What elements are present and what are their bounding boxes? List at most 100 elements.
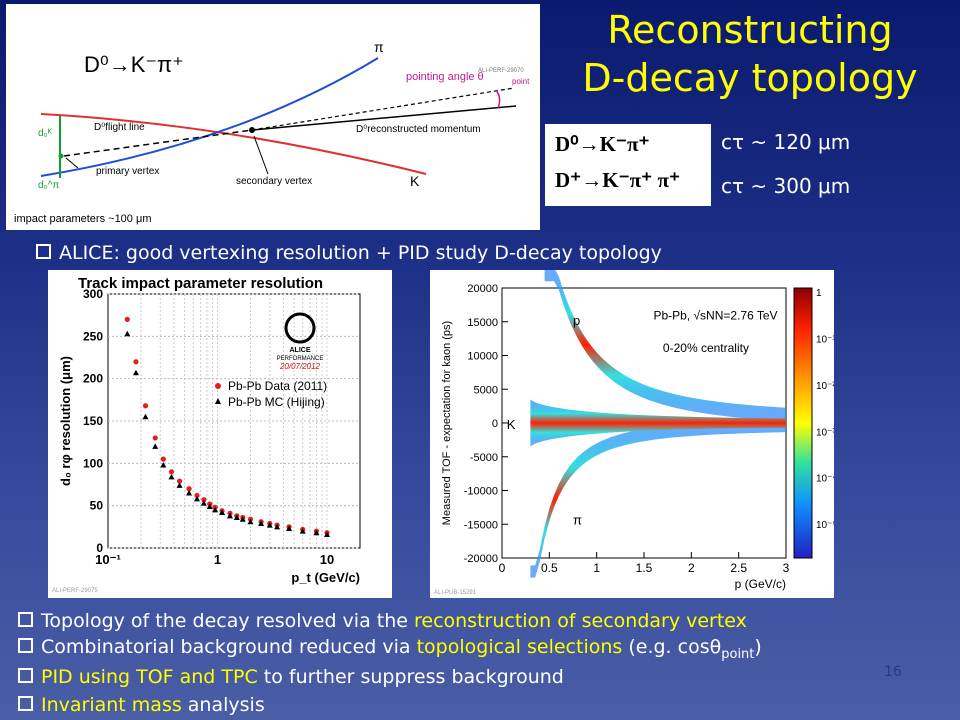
- chart2-band-label-p: p: [573, 313, 580, 328]
- chart2-xlabel: p (GeV/c): [735, 577, 786, 591]
- bullet-3-highlight: PID using TOF and TPC: [41, 666, 258, 688]
- bullet-box-icon: [18, 638, 33, 653]
- decay-topology-diagram: ALI-PERF-29070 D⁰→K⁻π⁺ π K pointing angl…: [6, 4, 540, 230]
- chart2-xtick-label: 1.5: [636, 561, 653, 575]
- chart2-xtick-label: 1: [593, 561, 600, 575]
- chart1-point-mc: [160, 462, 167, 468]
- d0-pi-label: d₀^π: [38, 180, 59, 191]
- chart2-ytick-label: 5000: [474, 384, 498, 396]
- bullet-box-icon: [18, 668, 33, 683]
- dplus-ctau: cτ ~ 300 μm: [721, 174, 851, 198]
- bullet-3-post: to further suppress background: [257, 666, 564, 688]
- chart2-zscale-label: 1: [816, 288, 822, 299]
- chart1-tag: ALI-PERF-29075: [52, 588, 98, 594]
- chart1-legend-marker: [215, 398, 221, 404]
- chart1-legend-marker: [215, 383, 221, 389]
- decay-formula-box: D⁰→K⁻π⁺ D⁺→K⁻π⁺ π⁺: [545, 124, 711, 206]
- chart1-point-mc: [226, 512, 233, 519]
- chart1-point-mc: [299, 528, 306, 534]
- chart1-xtick-label: 10⁻¹: [95, 552, 121, 567]
- chart2-tag: ALI-PUB-15291: [434, 590, 477, 596]
- pointing-angle-sub: point: [512, 77, 530, 86]
- chart2-zscale-label: 10⁻³: [816, 427, 834, 438]
- chart1-xtick-label: 10: [320, 552, 334, 567]
- chart1-point-mc: [233, 514, 240, 521]
- chart2-xtick-label: 2.5: [730, 561, 747, 575]
- primary-vertex-label: primary vertex: [96, 166, 159, 177]
- chart1-legend-label: Pb-Pb Data (2011): [228, 379, 327, 393]
- pi-track-label: π: [374, 39, 384, 55]
- d0-ctau: cτ ~ 120 μm: [721, 130, 851, 154]
- chart1-point-data: [186, 486, 192, 492]
- chart1-point-mc: [186, 489, 193, 496]
- chart2-ytick-label: -20000: [464, 553, 498, 565]
- chart2-band-label-k: K: [507, 417, 516, 432]
- bullet-4-post: analysis: [181, 694, 265, 716]
- chart1-legend-label: Pb-Pb MC (Hijing): [228, 395, 325, 409]
- chart1-point-data: [194, 492, 200, 499]
- pointing-angle-label: pointing angle θ: [406, 71, 484, 83]
- chart1-point-mc: [194, 495, 201, 502]
- chart1-ytick-label: 250: [83, 329, 103, 343]
- diagram-decay-label: D⁰→K⁻π⁺: [84, 52, 184, 77]
- chart2-ytick-label: 20000: [467, 283, 498, 295]
- bullet-2-post: (e.g. cosθ: [622, 636, 722, 658]
- dplus-decay-formula: D⁺→K⁻π⁺ π⁺: [555, 168, 681, 192]
- chart1-ytick-label: 300: [83, 287, 103, 301]
- impact-parameters-label: impact parameters ~100 μm: [14, 213, 151, 225]
- chart1-point-mc: [258, 520, 265, 526]
- chart1-point-mc: [168, 473, 175, 480]
- chart1-ytick-label: 150: [83, 414, 103, 428]
- chart2-zscale-label: 10⁻²: [816, 381, 834, 392]
- alice-logo-text: ALICE: [290, 347, 311, 354]
- chart2-zscale-label: 10⁻⁴: [816, 474, 834, 485]
- chart1-ytick-label: 200: [83, 372, 103, 386]
- chart2-ytick-label: 15000: [467, 317, 498, 329]
- tof-pid-svg: 20000 15000 10000 5000 0 -5000 -10000 -15000 -20…: [434, 267, 837, 596]
- chart1-point-mc: [266, 522, 273, 528]
- chart1-point-mc: [324, 531, 331, 537]
- chart1-point-mc: [286, 525, 293, 532]
- bullet-1: Topology of the decay resolved via the r…: [18, 610, 747, 633]
- chart1-point-data: [133, 359, 139, 365]
- d0-decay-formula: D⁰→K⁻π⁺: [555, 132, 650, 156]
- bullet-box-icon: [36, 244, 51, 259]
- chart2-band-label-pi: π: [573, 512, 582, 527]
- chart1-point-data: [201, 497, 207, 503]
- reco-momentum-label: D⁰reconstructed momentum: [356, 124, 481, 135]
- chart1-ytick-label: 50: [90, 499, 104, 513]
- chart1-point-mc: [219, 509, 226, 515]
- title-line-2: D-decay topology: [582, 56, 918, 100]
- page-number: 16: [884, 664, 902, 680]
- chart1-ytick-label: 0: [96, 541, 103, 555]
- bullet-2-sub: point: [721, 646, 755, 662]
- chart1-point-data: [124, 316, 130, 322]
- chart1-point-mc: [247, 518, 254, 525]
- alice-logo-date: 20/07/2012: [279, 362, 321, 371]
- chart1-title: Track impact parameter resolution: [78, 275, 323, 292]
- chart1-point-mc: [274, 523, 281, 530]
- bullet-1-pre: Topology of the decay resolved via the: [41, 610, 414, 632]
- chart1-point-data: [142, 403, 149, 409]
- chart2-colorbar: [793, 287, 813, 559]
- chart2-ytick-label: 0: [492, 418, 498, 430]
- chart-tof-pid: 20000 15000 10000 5000 0 -5000 -10000 -15000 -20…: [430, 267, 837, 598]
- chart2-xtick-label: 0.5: [541, 561, 558, 575]
- chart2-ytick-label: -5000: [470, 452, 498, 464]
- chart1-point-mc: [206, 503, 213, 510]
- bullet-4-highlight: Invariant mass: [41, 694, 182, 716]
- chart-impact-resolution: Track impact parameter resolution 0 50 100 1…: [48, 270, 392, 598]
- bullet-2: Combinatorial background reduced via top…: [18, 636, 762, 666]
- chart2-xtick-label: 3: [783, 561, 790, 575]
- chart1-point-mc: [132, 369, 139, 376]
- chart2-xtick-label: 0: [499, 561, 506, 575]
- diagram-tag: ALI-PERF-29070: [478, 68, 524, 74]
- chart1-point-mc: [142, 413, 149, 420]
- chart1-point-mc: [200, 500, 207, 506]
- d0-k-label: d₀ᴷ: [38, 128, 53, 139]
- chart2-ytick-label: -10000: [464, 486, 498, 498]
- chart2-zscale-label: 10⁻¹: [816, 334, 834, 345]
- chart1-point-mc: [176, 482, 183, 488]
- chart2-annotation-1: Pb-Pb, √sNN=2.76 TeV: [653, 309, 777, 323]
- chart2-ylabel: Measured TOF - expectation for kaon (ps): [441, 321, 453, 525]
